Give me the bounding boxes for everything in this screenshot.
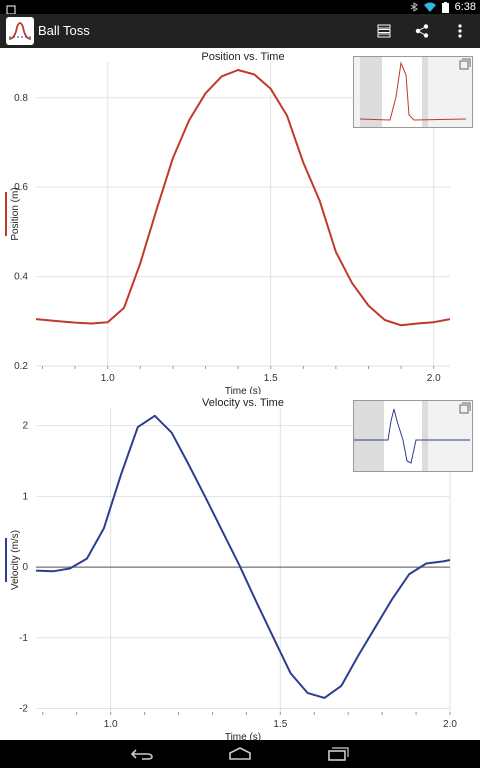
back-button[interactable] xyxy=(118,740,166,768)
y-tick-label: 0 xyxy=(22,562,28,573)
app-icon[interactable] xyxy=(6,17,34,45)
status-time: 6:38 xyxy=(454,1,476,13)
list-button[interactable] xyxy=(366,14,402,48)
y-tick-label: 0.2 xyxy=(14,361,28,372)
home-icon xyxy=(229,747,251,760)
status-bar: 6:38 xyxy=(0,0,480,15)
share-button[interactable] xyxy=(404,14,440,48)
overflow-menu-button[interactable] xyxy=(442,14,478,48)
series-line xyxy=(35,414,451,699)
overflow-icon xyxy=(458,24,462,38)
y-tick-label: -2 xyxy=(19,703,28,714)
chart-title: Velocity vs. Time xyxy=(202,397,284,409)
position-overview-thumbnail[interactable] xyxy=(353,56,473,128)
action-bar: Ball Toss xyxy=(0,14,480,48)
velocity-chart[interactable]: Velocity vs. Time 1.0 1.5 2.0 -2 -1 0 1 2 Time (s… xyxy=(0,394,480,743)
x-tick-label: 1.0 xyxy=(104,719,118,730)
position-chart-panel: Position vs. Time 1.0 1.5 2.0 0.2 0.4 0.6 0.8 Ti… xyxy=(0,48,480,397)
y-tick-label: 0.4 xyxy=(14,272,28,283)
recent-apps-button[interactable] xyxy=(314,740,362,768)
y-axis-label: Position (m) xyxy=(10,187,21,240)
expand-icon xyxy=(459,58,471,70)
expand-icon xyxy=(459,402,471,414)
x-tick-label: 1.5 xyxy=(264,373,278,384)
app-title: Ball Toss xyxy=(38,23,90,38)
navigation-bar xyxy=(0,740,480,768)
share-icon xyxy=(415,24,429,38)
x-tick-label: 1.0 xyxy=(101,373,115,384)
back-icon xyxy=(130,749,153,760)
notification-icon xyxy=(6,2,16,15)
velocity-chart-panel: Velocity vs. Time 1.0 1.5 2.0 -2 -1 0 1 2 Time (s… xyxy=(0,394,480,743)
y-tick-label: -1 xyxy=(19,633,28,644)
y-tick-label: 0.6 xyxy=(14,182,28,193)
bluetooth-icon xyxy=(410,2,418,12)
y-axis-label: Velocity (m/s) xyxy=(10,530,21,590)
list-icon xyxy=(377,24,391,38)
y-tick-label: 1 xyxy=(22,491,28,502)
y-tick-label: 0.8 xyxy=(14,93,28,104)
recent-apps-icon xyxy=(328,747,349,761)
y-tick-label: 2 xyxy=(22,421,28,432)
x-tick-label: 1.5 xyxy=(273,719,287,730)
x-axis-label: Time (s) xyxy=(225,732,261,740)
x-tick-label: 2.0 xyxy=(443,719,457,730)
x-tick-label: 2.0 xyxy=(427,373,441,384)
x-axis-label: Time (s) xyxy=(225,386,261,394)
wifi-icon xyxy=(423,2,436,12)
series-line xyxy=(35,69,451,327)
home-button[interactable] xyxy=(216,740,264,768)
battery-icon xyxy=(441,1,449,13)
position-chart[interactable]: Position vs. Time 1.0 1.5 2.0 0.2 0.4 0.6 0.8 Ti… xyxy=(0,48,480,397)
velocity-overview-thumbnail[interactable] xyxy=(353,400,473,472)
chart-title: Position vs. Time xyxy=(201,51,284,63)
